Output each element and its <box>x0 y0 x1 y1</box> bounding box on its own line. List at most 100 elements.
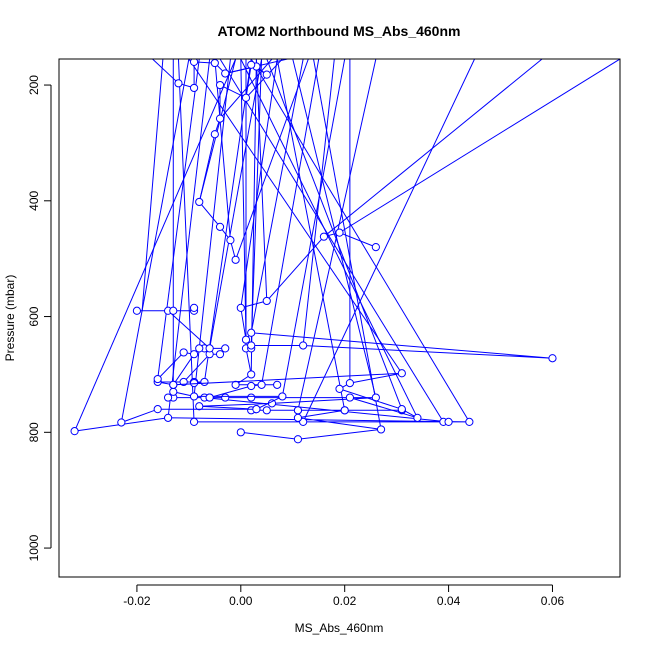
data-point-1-2 <box>252 405 261 414</box>
connector-line-39 <box>240 59 247 340</box>
connector-line-0 <box>74 59 237 432</box>
connector-line-20 <box>323 59 543 238</box>
data-point-2-12 <box>241 335 251 344</box>
y-tick-label-4: 1000 <box>27 534 41 561</box>
data-point-2-3 <box>273 380 282 389</box>
connector-line-26 <box>219 59 444 423</box>
data-point-4-9 <box>215 80 225 90</box>
data-point-2-1 <box>247 381 256 391</box>
plot-area <box>70 59 620 444</box>
data-point-3-2 <box>189 350 199 359</box>
data-point-4-6 <box>262 70 271 79</box>
x-tick-label-1: 0.00 <box>229 594 253 608</box>
series-line-0 <box>74 397 470 440</box>
data-point-0-15 <box>195 402 204 411</box>
data-point-3-1 <box>179 348 188 357</box>
data-point-4-1 <box>189 83 199 93</box>
connector-line-28 <box>188 59 403 374</box>
connector-line-35 <box>250 59 257 375</box>
y-tick-label-3: 800 <box>27 422 41 442</box>
y-tick-label-0: 200 <box>27 75 41 95</box>
data-point-4-14 <box>226 236 235 245</box>
connector-line-21 <box>339 59 620 234</box>
connector-line-9 <box>209 59 263 349</box>
data-point-2-17 <box>371 243 380 252</box>
connector-line-5 <box>152 59 179 84</box>
x-tick-label-3: 0.04 <box>437 594 461 608</box>
connector-line-38 <box>214 59 231 241</box>
data-point-2-9 <box>299 341 308 350</box>
connector-line-13 <box>245 59 283 99</box>
data-point-2-10 <box>548 354 557 363</box>
y-axis-label: Pressure (mbar) <box>3 275 17 362</box>
data-point-1-16 <box>195 344 204 353</box>
data-point-0-26 <box>293 435 303 444</box>
data-point-1-20 <box>169 306 178 315</box>
data-point-3-9 <box>345 393 354 402</box>
x-tick-label-0: -0.02 <box>123 594 151 608</box>
data-point-4-2 <box>189 59 199 66</box>
data-point-3-5 <box>345 379 354 388</box>
data-point-4-12 <box>195 197 204 207</box>
plot-frame <box>58 58 621 578</box>
data-point-1-3 <box>278 392 287 401</box>
data-point-0-8 <box>247 393 256 402</box>
data-point-0-25 <box>376 425 386 434</box>
data-point-0-21 <box>262 406 271 415</box>
data-point-2-14 <box>262 296 271 306</box>
data-point-4-4 <box>221 69 230 78</box>
data-point-2-5 <box>247 370 256 379</box>
data-point-0-24 <box>293 413 303 422</box>
connector-line-23 <box>292 59 377 398</box>
data-point-0-23 <box>340 406 349 415</box>
data-point-0-0 <box>70 427 79 436</box>
data-point-1-10 <box>200 377 209 387</box>
data-point-4-0 <box>174 79 183 88</box>
connector-line-7 <box>198 59 237 203</box>
connector-line-8 <box>203 59 252 383</box>
data-point-0-4 <box>189 417 199 426</box>
data-point-0-9 <box>221 393 230 402</box>
data-point-1-5 <box>169 387 178 396</box>
data-point-0-12 <box>163 393 173 402</box>
connector-line-1 <box>120 59 190 423</box>
connector-line-19 <box>302 59 476 423</box>
y-tick-label-1: 400 <box>27 190 41 210</box>
data-point-0-27 <box>236 428 245 437</box>
connector-line-29 <box>313 59 382 430</box>
y-axis: 200 400 600 800 1000 <box>27 75 52 561</box>
connector-line-37 <box>235 59 309 261</box>
data-point-0-22 <box>293 406 303 415</box>
series-line-4 <box>178 61 268 260</box>
data-point-1-19 <box>132 306 142 315</box>
data-point-2-8 <box>247 341 256 350</box>
data-point-2-4 <box>231 380 240 389</box>
data-point-4-15 <box>231 255 240 264</box>
connector-line-33 <box>255 59 268 301</box>
connector-line-12 <box>240 59 278 308</box>
data-point-4-13 <box>215 222 225 231</box>
data-point-2-13 <box>236 303 245 312</box>
data-point-0-2 <box>465 417 474 426</box>
data-point-2-0 <box>205 393 214 402</box>
connector-line-17 <box>281 59 346 397</box>
connector-line-16 <box>261 59 320 385</box>
data-point-3-8 <box>413 413 422 422</box>
data-point-1-22 <box>189 303 199 312</box>
data-point-4-10 <box>215 114 225 123</box>
data-point-3-6 <box>335 384 344 393</box>
data-point-4-8 <box>241 93 251 102</box>
y-tick-label-2: 600 <box>27 306 41 326</box>
data-point-1-13 <box>215 350 225 359</box>
data-point-4-11 <box>210 130 219 139</box>
data-point-2-16 <box>335 228 344 237</box>
data-point-1-14 <box>221 344 230 353</box>
connector-line-2 <box>157 59 200 380</box>
series-line-3 <box>157 351 418 419</box>
x-tick-label-4: 0.06 <box>541 594 565 608</box>
data-point-3-7 <box>397 405 406 414</box>
x-tick-label-2: 0.02 <box>333 594 357 608</box>
connector-line-3 <box>167 59 211 418</box>
data-point-0-6 <box>444 417 453 426</box>
